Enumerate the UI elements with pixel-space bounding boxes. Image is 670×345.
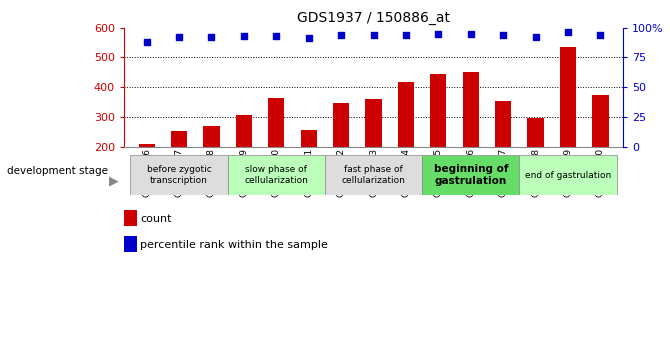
Point xyxy=(530,34,541,40)
Bar xyxy=(268,98,284,206)
Text: beginning of
gastrulation: beginning of gastrulation xyxy=(433,164,508,186)
Point xyxy=(563,30,574,35)
Point xyxy=(304,36,314,41)
Bar xyxy=(325,155,422,195)
Point xyxy=(369,32,379,38)
Bar xyxy=(124,210,137,226)
Point xyxy=(433,31,444,36)
Bar xyxy=(560,47,576,206)
Bar xyxy=(301,130,317,206)
Point xyxy=(141,39,152,45)
Point xyxy=(239,33,249,39)
Bar xyxy=(430,74,446,206)
Bar xyxy=(495,101,511,206)
Bar xyxy=(139,144,155,206)
Bar xyxy=(236,115,252,206)
Bar xyxy=(204,126,220,206)
Bar xyxy=(527,118,543,206)
Point xyxy=(174,34,184,40)
Point xyxy=(498,32,509,38)
Title: GDS1937 / 150886_at: GDS1937 / 150886_at xyxy=(297,11,450,25)
Text: development stage: development stage xyxy=(7,166,108,176)
Point xyxy=(206,34,217,40)
Bar xyxy=(124,236,137,252)
Bar xyxy=(333,102,349,206)
Bar xyxy=(519,155,616,195)
Bar xyxy=(463,72,479,206)
Point xyxy=(595,32,606,38)
Point xyxy=(466,31,476,36)
Text: ▶: ▶ xyxy=(109,175,119,188)
Bar xyxy=(365,99,382,206)
Text: count: count xyxy=(141,214,172,224)
Point xyxy=(401,32,411,38)
Text: slow phase of
cellularization: slow phase of cellularization xyxy=(245,165,308,185)
Point xyxy=(271,33,281,39)
Bar xyxy=(228,155,325,195)
Text: percentile rank within the sample: percentile rank within the sample xyxy=(141,240,328,249)
Bar xyxy=(171,131,187,206)
Bar xyxy=(592,95,608,206)
Text: end of gastrulation: end of gastrulation xyxy=(525,170,611,180)
Text: before zygotic
transcription: before zygotic transcription xyxy=(147,165,212,185)
Point xyxy=(336,32,346,38)
Bar xyxy=(422,155,519,195)
Bar xyxy=(398,82,414,206)
Text: fast phase of
cellularization: fast phase of cellularization xyxy=(342,165,405,185)
Bar xyxy=(131,155,228,195)
